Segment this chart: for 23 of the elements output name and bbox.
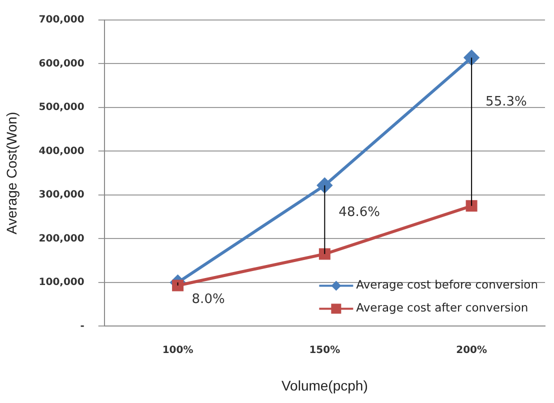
y-tick-label: 600,000 (38, 58, 84, 70)
y-tick-label: 100,000 (38, 277, 84, 288)
annotation: 48.6% (338, 205, 380, 220)
annotation: 8.0% (192, 292, 225, 307)
y-axis-title: Average Cost(Won) (3, 112, 20, 234)
point (318, 248, 330, 260)
legend-label: Average cost after conversion (356, 300, 528, 315)
x-tick-label: 150% (309, 344, 340, 356)
y-tick-label: 200,000 (38, 233, 84, 244)
y-tick-label: 500,000 (38, 102, 84, 114)
legend-label: Average cost before conversion (356, 278, 538, 292)
point (172, 280, 184, 292)
x-axis-title: Volume(pcph) (281, 377, 368, 394)
point (317, 178, 332, 193)
y-tick-label: 700,000 (38, 14, 84, 26)
x-tick-label: 100% (162, 344, 194, 356)
annotation: 55.3% (486, 94, 527, 110)
point (466, 200, 478, 212)
x-tick-label: 200% (456, 344, 488, 356)
y-tick-label: 300,000 (38, 190, 84, 201)
y-tick-label: 400,000 (38, 146, 84, 157)
point (464, 50, 480, 66)
y-tick-label: - (80, 320, 84, 332)
